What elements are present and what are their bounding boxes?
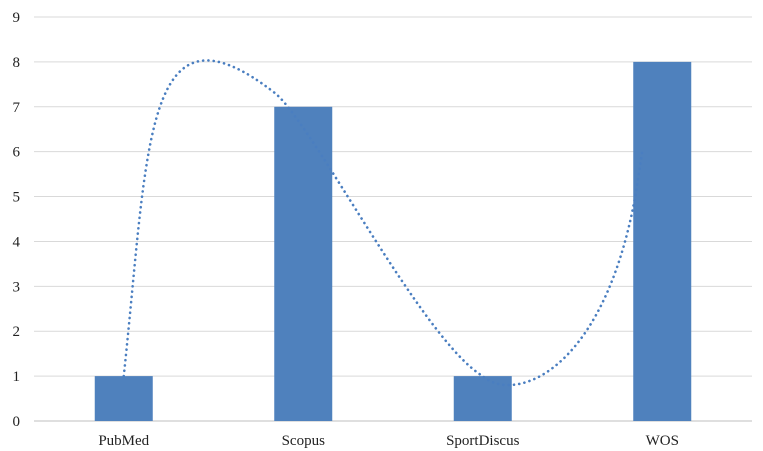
- x-category-label: WOS: [646, 433, 679, 449]
- gridlines: [34, 16, 752, 422]
- y-tick-label: 7: [13, 100, 21, 116]
- x-category-label: Scopus: [282, 433, 326, 449]
- bar-wos: [633, 61, 692, 422]
- y-tick-label: 5: [13, 190, 21, 206]
- trendline: [122, 59, 644, 387]
- x-category-label: PubMed: [98, 433, 149, 449]
- y-tick-label: 9: [13, 10, 21, 26]
- y-tick-label: 6: [13, 145, 21, 161]
- y-tick-label: 0: [13, 414, 21, 430]
- y-tick-label: 3: [13, 279, 21, 295]
- x-category-label: SportDiscus: [446, 433, 520, 449]
- bar-pubmed: [94, 376, 153, 421]
- y-tick-label: 8: [13, 55, 21, 71]
- x-axis-categories: PubMed Scopus SportDiscus WOS: [98, 433, 679, 449]
- y-axis-ticks: 0 1 2 3 4 5 6 7 8 9: [13, 10, 21, 430]
- bars: [94, 61, 692, 422]
- y-tick-label: 2: [13, 324, 21, 340]
- y-tick-label: 4: [13, 234, 21, 250]
- y-tick-label: 1: [13, 369, 21, 385]
- bar-sportdiscus: [453, 376, 512, 421]
- bar-scopus: [274, 106, 333, 422]
